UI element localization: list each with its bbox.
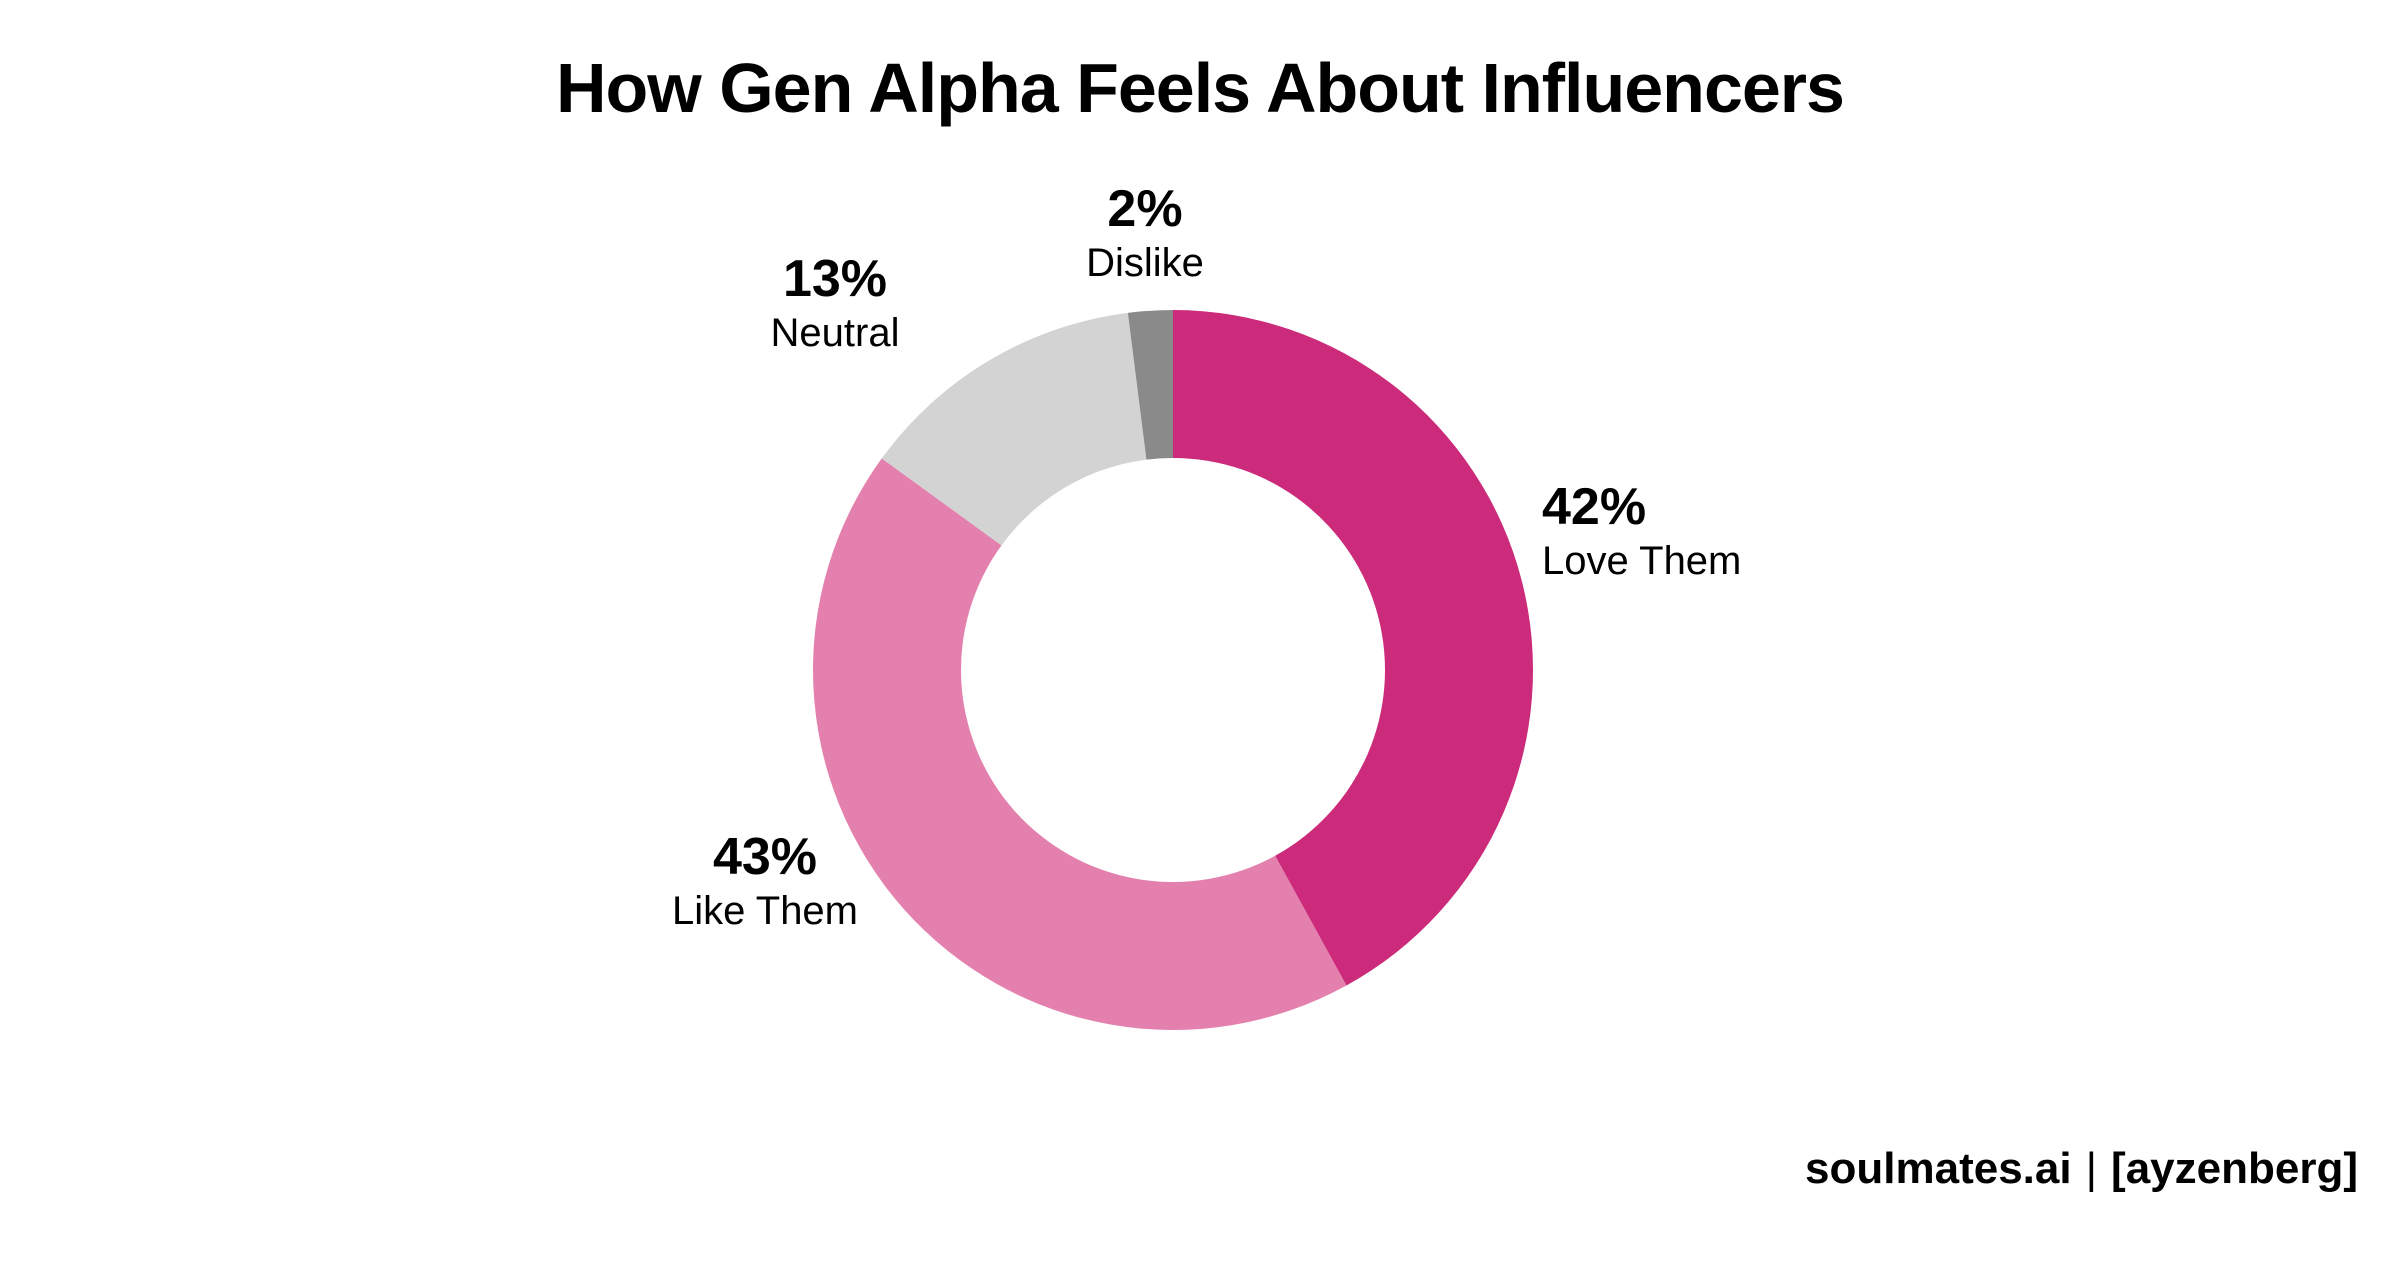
footer-separator: | [2085,1144,2098,1193]
slice-neutral [881,312,1147,546]
label-like-them: 43% Like Them [640,828,890,934]
slice-love-them [1173,310,1534,986]
love-them-category: Love Them [1542,538,1742,583]
slice-dislike [1127,310,1173,460]
chart-title: How Gen Alpha Feels About Influencers [556,49,1845,127]
label-love-them: 42% Love Them [1542,478,1741,584]
slice-like-them [813,458,1347,1030]
like-them-percent: 43% [712,828,818,886]
like-them-category: Like Them [671,888,858,933]
footer-partner: [ayzenberg] [2111,1144,2358,1193]
neutral-category: Neutral [770,310,900,355]
dislike-category: Dislike [1086,240,1204,285]
neutral-percent: 13% [782,250,888,308]
footer-brand: soulmates.ai [1805,1144,2072,1193]
dislike-percent: 2% [1107,180,1183,238]
footer-credits: soulmates.ai | [ayzenberg] [1805,1144,2358,1194]
label-dislike: 2% Dislike [1045,180,1245,286]
love-them-percent: 42% [1542,478,1647,536]
label-neutral: 13% Neutral [720,250,950,356]
